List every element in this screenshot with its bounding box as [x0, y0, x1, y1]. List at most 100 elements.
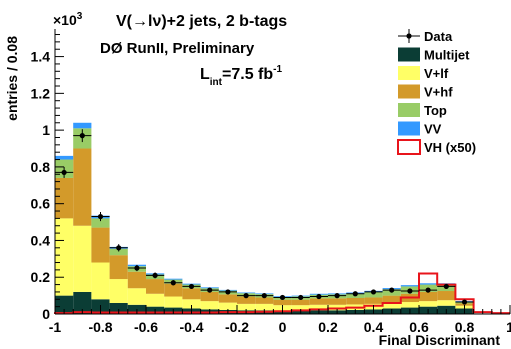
data-point — [91, 211, 110, 222]
bar-v-hf — [309, 298, 328, 305]
x-tick-label: 0.4 — [364, 319, 384, 335]
data-point — [55, 166, 74, 178]
legend-label: Multijet — [424, 48, 470, 63]
legend-label: V+lf — [424, 66, 449, 81]
legend: Data Multijet V+lf V+hf Top VV VH (x50) — [397, 29, 476, 155]
y-tick-label: 0.8 — [31, 159, 51, 175]
legend-label: VH (x50) — [424, 140, 476, 155]
y-tick-label: 1.2 — [31, 85, 51, 101]
y-tick-label: 1.4 — [31, 49, 51, 65]
data-point — [237, 293, 256, 299]
legend-item: Top — [398, 103, 447, 118]
chart-title: V(→lν)+2 jets, 2 b-tags — [116, 13, 287, 30]
y-tick-label: 0 — [42, 306, 50, 322]
data-point-marker — [334, 293, 340, 299]
bar-top — [91, 218, 110, 228]
bar-v-hf — [291, 299, 310, 306]
y-tick-label: 1 — [42, 122, 50, 138]
data-point-marker — [279, 294, 286, 301]
data-point — [309, 293, 328, 300]
bar-v-lf — [237, 303, 256, 311]
bar-v-hf — [364, 297, 383, 304]
bar-v-lf — [437, 300, 456, 306]
y-multiplier-base: ×10 — [53, 12, 77, 28]
x-tick-label: -0.4 — [179, 319, 203, 335]
bar-v-hf — [109, 255, 128, 280]
bar-v-hf — [419, 291, 438, 302]
data-point — [455, 299, 474, 305]
data-point-marker — [298, 294, 304, 301]
bar-vv — [73, 122, 92, 129]
bar-v-lf — [146, 293, 165, 307]
data-point — [291, 294, 310, 301]
bar-v-lf — [419, 301, 438, 307]
data-point — [127, 264, 146, 272]
data-point-marker — [170, 280, 176, 286]
x-tick-label: 0.6 — [409, 319, 429, 335]
data-point-marker — [116, 245, 122, 251]
experiment-label: DØ RunII, Preliminary — [100, 40, 255, 57]
bar-v-lf — [218, 302, 237, 310]
legend-label: Data — [424, 29, 453, 44]
lumi-L: L — [200, 66, 210, 83]
bar-v-hf — [164, 283, 183, 297]
data-point-marker — [370, 289, 377, 295]
lumi-value: =7.5 fb — [222, 66, 273, 83]
bar-vv — [237, 292, 256, 294]
data-point — [400, 288, 419, 294]
bar-v-hf — [255, 297, 274, 304]
bar-v-lf — [127, 288, 146, 305]
stacked-histogram — [55, 122, 474, 314]
y-tick-label: 0.4 — [31, 232, 51, 248]
y-axis-label: entries / 0.08 — [4, 36, 20, 121]
x-tick-label: -1 — [49, 319, 62, 335]
bar-v-lf — [291, 305, 310, 311]
data-point — [255, 293, 274, 299]
lumi-sub: int — [210, 77, 223, 88]
data-point — [364, 289, 383, 295]
x-tick-label: -0.8 — [88, 319, 112, 335]
data-point — [273, 294, 292, 301]
data-point-marker — [152, 272, 158, 278]
bar-multijet — [109, 302, 128, 314]
data-point — [382, 287, 401, 293]
data-point — [182, 283, 201, 290]
legend-swatch — [397, 139, 421, 155]
x-tick-label: 0 — [279, 319, 287, 335]
y-multiplier-exponent: 3 — [77, 11, 83, 22]
bar-vv — [419, 283, 438, 285]
bar-v-lf — [309, 304, 328, 311]
x-tick-label: 0.2 — [318, 319, 338, 335]
data-point-marker — [79, 133, 85, 139]
bar-v-lf — [55, 218, 74, 296]
data-point — [109, 244, 128, 252]
data-point-marker — [316, 293, 322, 300]
data-point-marker — [425, 287, 431, 293]
data-point-marker — [97, 213, 104, 220]
x-tick-label: 1 — [506, 319, 511, 335]
data-points — [55, 129, 474, 305]
bar-v-hf — [382, 295, 401, 303]
data-point — [73, 129, 92, 143]
bar-v-hf — [91, 227, 110, 263]
bar-v-lf — [182, 299, 201, 309]
bar-v-hf — [218, 294, 237, 303]
data-point — [328, 293, 347, 299]
bar-v-lf — [255, 303, 274, 311]
data-point-marker — [61, 169, 67, 176]
legend-swatch — [398, 103, 420, 117]
bar-v-hf — [273, 299, 292, 306]
x-tick-label: -0.2 — [225, 319, 249, 335]
data-point-marker — [352, 291, 358, 297]
legend-data-marker — [406, 33, 412, 39]
bar-v-hf — [437, 291, 456, 301]
bar-multijet — [73, 291, 92, 314]
bar-v-hf — [346, 298, 365, 305]
bar-v-hf — [127, 271, 146, 289]
bar-v-lf — [109, 279, 128, 303]
legend-item: VH (x50) — [397, 139, 476, 155]
bar-v-hf — [200, 291, 219, 302]
bar-v-lf — [164, 296, 183, 308]
luminosity-label: Lint=7.5 fb-1 — [200, 64, 282, 88]
bar-vv — [164, 278, 183, 280]
